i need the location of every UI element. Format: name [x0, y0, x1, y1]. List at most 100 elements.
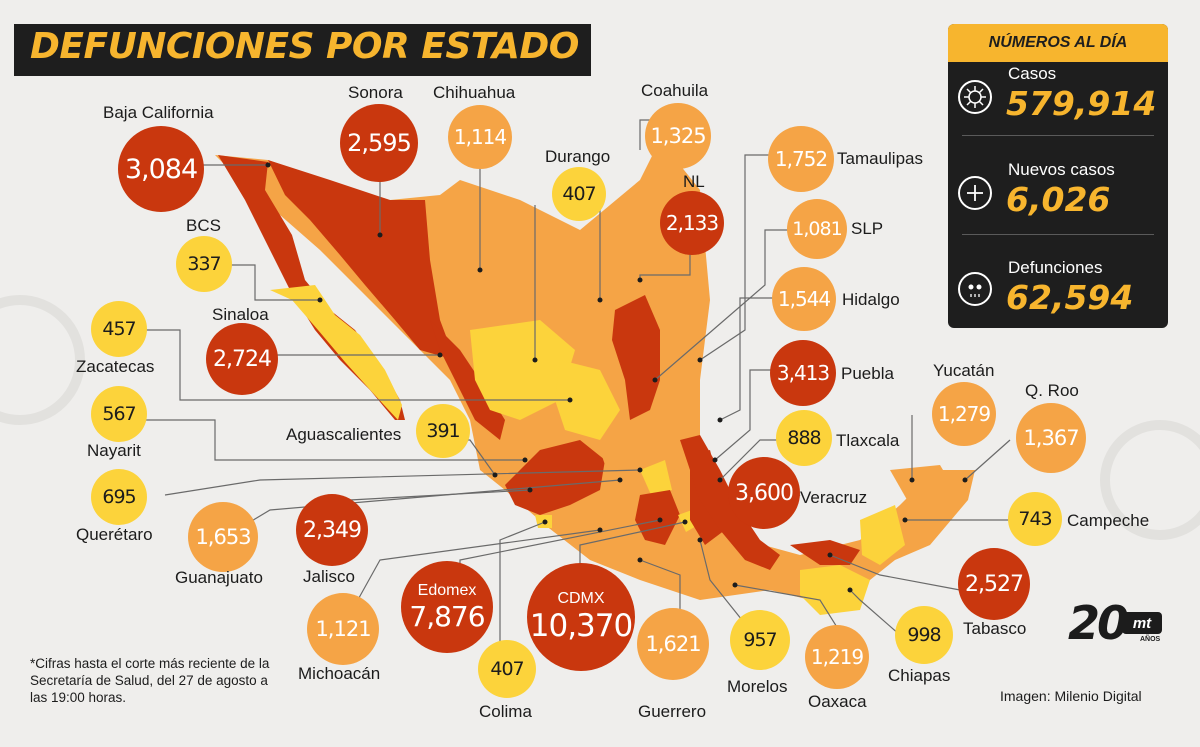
state-bubble-chiapas: 998	[895, 606, 953, 664]
state-label-oaxaca: Oaxaca	[808, 692, 867, 711]
state-label-baja-california: Baja California	[103, 103, 214, 122]
virus-icon	[958, 80, 992, 114]
map-sinaloa	[430, 320, 505, 440]
state-label-q-roo: Q. Roo	[1025, 381, 1079, 400]
map-edomex	[635, 490, 680, 545]
map-sonora	[268, 160, 455, 360]
state-bubble-q-roo: 1,367	[1016, 403, 1086, 473]
state-bubble-nl: 2,133	[660, 191, 724, 255]
state-label-campeche: Campeche	[1067, 511, 1150, 530]
map-nl	[612, 295, 660, 420]
state-label-nayarit: Nayarit	[87, 441, 141, 460]
state-value-edomex: 7,876	[409, 599, 485, 633]
state-bubble-cdmx: CDMX 10,370	[527, 563, 635, 671]
state-bubble-colima: 407	[478, 640, 536, 698]
state-bubble-edomex: Edomex 7,876	[401, 561, 493, 653]
state-label-sinaloa: Sinaloa	[212, 305, 269, 324]
state-bubble-durango: 407	[552, 167, 606, 221]
footnote: *Cifras hasta el corte más reciente de l…	[30, 656, 270, 705]
state-bubble-tabasco: 2,527	[958, 548, 1030, 620]
state-label-tamaulipas: Tamaulipas	[837, 149, 923, 168]
map-campeche	[860, 505, 905, 565]
state-label-morelos: Morelos	[727, 677, 788, 696]
state-label-yucatan: Yucatán	[933, 361, 995, 380]
anniversary-logo-number: 20	[1068, 596, 1129, 650]
state-bubble-aguascalientes: 391	[416, 404, 470, 458]
state-label-sonora: Sonora	[348, 83, 403, 102]
state-bubble-hidalgo: 1,544	[772, 267, 836, 331]
state-bubble-guerrero: 1,621	[637, 608, 709, 680]
stat-label-casos: Casos	[1008, 64, 1057, 83]
brand-logo: mt	[1122, 612, 1162, 634]
map-yucatan	[890, 465, 955, 505]
state-bubble-jalisco: 2,349	[296, 494, 368, 566]
state-bubble-puebla: 3,413	[770, 340, 836, 406]
stat-label-nuevos-casos: Nuevos casos	[1008, 160, 1115, 179]
state-bubble-slp: 1,081	[787, 199, 847, 259]
map-jalisco	[505, 440, 605, 515]
state-bubble-veracruz: 3,600	[728, 457, 800, 529]
state-label-veracruz: Veracruz	[800, 488, 868, 507]
stat-value-defunciones: 62,594	[1006, 278, 1134, 317]
map-queretaro	[640, 460, 672, 497]
state-label-cdmx: CDMX	[557, 590, 605, 607]
map-zacatecas	[555, 360, 620, 440]
state-label-tlaxcala: Tlaxcala	[836, 431, 900, 450]
stats-divider	[962, 135, 1154, 136]
map-bcs	[270, 285, 402, 420]
state-label-michoacan: Michoacán	[298, 664, 381, 683]
state-bubble-bcs: 337	[176, 236, 232, 292]
stat-label-defunciones: Defunciones	[1008, 258, 1103, 277]
state-bubble-sinaloa: 2,724	[206, 323, 278, 395]
stats-panel-heading: NÚMEROS AL DÍA	[948, 24, 1168, 62]
state-label-durango: Durango	[545, 147, 611, 166]
state-label-coahuila: Coahuila	[641, 81, 709, 100]
state-label-hidalgo: Hidalgo	[842, 290, 900, 309]
state-bubble-queretaro: 695	[91, 469, 147, 525]
state-bubble-nayarit: 567	[91, 386, 147, 442]
state-bubble-baja-california: 3,084	[118, 126, 204, 212]
state-value-cdmx: 10,370	[529, 608, 633, 644]
state-label-chiapas: Chiapas	[888, 666, 951, 685]
stat-value-nuevos-casos: 6,026	[1006, 180, 1111, 219]
map-durango	[470, 320, 575, 420]
state-bubble-tamaulipas: 1,752	[768, 126, 834, 192]
state-bubble-oaxaca: 1,219	[805, 625, 869, 689]
state-label-slp: SLP	[851, 219, 884, 238]
state-bubble-sonora: 2,595	[340, 104, 418, 182]
state-label-zacatecas: Zacatecas	[76, 357, 155, 376]
state-label-guerrero: Guerrero	[638, 702, 707, 721]
state-bubble-yucatan: 1,279	[932, 382, 996, 446]
logo-subtitle: AÑOS	[1140, 636, 1161, 643]
image-credit: Imagen: Milenio Digital	[1000, 688, 1142, 704]
state-label-edomex: Edomex	[417, 581, 477, 599]
state-bubble-zacatecas: 457	[91, 301, 147, 357]
state-bubble-coahuila: 1,325	[645, 103, 711, 169]
state-bubble-campeche: 743	[1008, 492, 1062, 546]
state-label-chihuahua: Chihuahua	[433, 83, 516, 102]
stats-divider	[962, 234, 1154, 235]
stat-value-casos: 579,914	[1006, 84, 1157, 123]
state-label-tabasco: Tabasco	[963, 619, 1027, 638]
state-label-nl: NL	[683, 172, 705, 191]
state-label-colima: Colima	[479, 702, 532, 721]
state-label-guanajuato: Guanajuato	[175, 568, 263, 587]
state-label-aguascalientes: Aguascalientes	[286, 425, 402, 444]
title-bar	[14, 24, 591, 76]
map-tabasco	[790, 540, 860, 565]
page-title: DEFUNCIONES POR ESTADO	[30, 26, 579, 67]
state-bubble-morelos: 957	[730, 610, 790, 670]
state-bubble-chihuahua: 1,114	[448, 105, 512, 169]
map-chiapas	[800, 565, 870, 615]
state-label-queretaro: Querétaro	[76, 525, 153, 544]
state-bubble-guanajuato: 1,653	[188, 502, 258, 572]
state-label-puebla: Puebla	[841, 364, 894, 383]
state-label-jalisco: Jalisco	[303, 567, 355, 586]
state-label-bcs: BCS	[186, 216, 221, 235]
plus-circle-icon	[958, 176, 992, 210]
state-bubble-tlaxcala: 888	[776, 410, 832, 466]
state-bubble-michoacan: 1,121	[307, 593, 379, 665]
